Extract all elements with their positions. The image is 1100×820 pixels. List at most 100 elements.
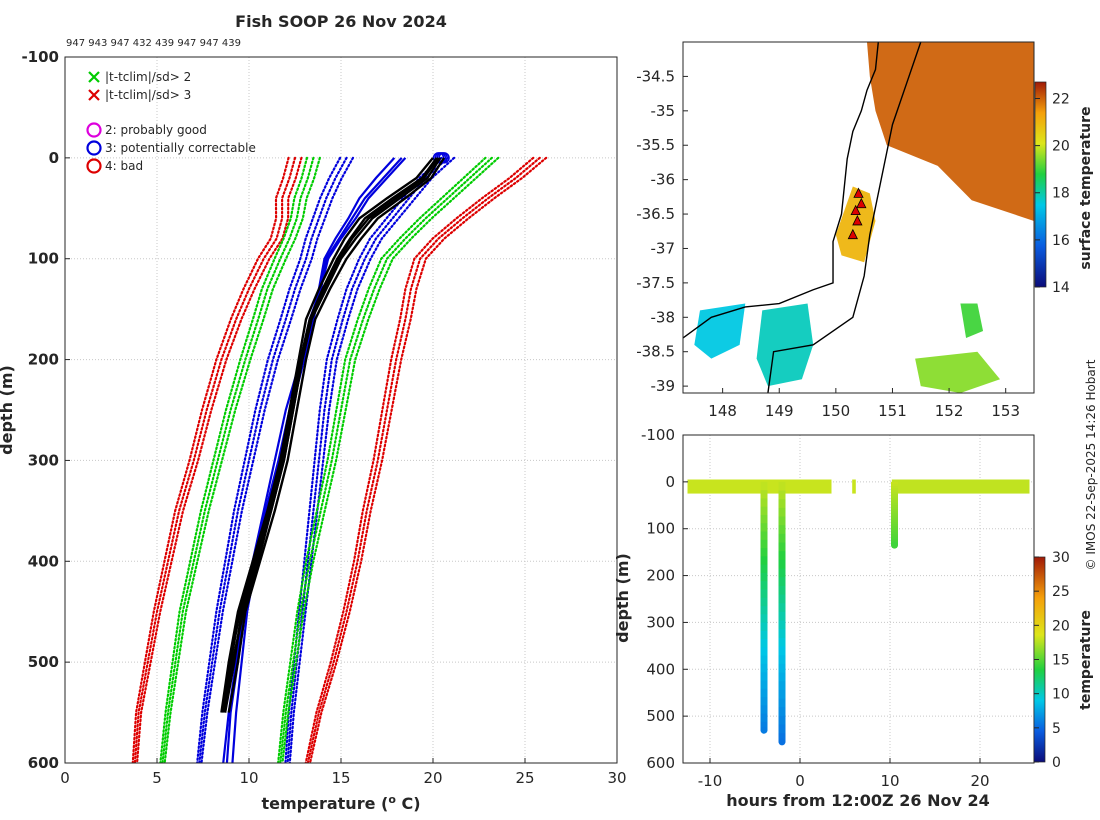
- map-x-tick-label: 149: [765, 402, 794, 420]
- sec-x-tick-label: 20: [970, 772, 989, 790]
- cast-segment: [760, 630, 768, 640]
- cast-segment: [891, 500, 898, 504]
- temp-cbar-tick-label: 0: [1052, 755, 1061, 771]
- cast-segment: [891, 490, 898, 493]
- sst-cbar-tick-label: 16: [1052, 233, 1070, 249]
- sec-x-tick-label: -10: [698, 772, 723, 790]
- climatology-line-mean+3sd: [308, 156, 548, 763]
- legend-o-marker: [86, 158, 102, 174]
- cast-segment: [778, 525, 786, 535]
- map-x-tick-label: 152: [935, 402, 964, 420]
- climatology-line-mean-1sd: [200, 156, 355, 763]
- cast-segment: [760, 705, 768, 715]
- cast-segment: [778, 707, 786, 717]
- cast-segment: [760, 539, 768, 549]
- cast-segment: [891, 526, 898, 529]
- cast-segment: [891, 532, 898, 536]
- temp-cbar-tick-label: 15: [1052, 653, 1070, 669]
- map-y-tick-label: -35.5: [636, 136, 675, 154]
- cast-segment: [778, 733, 786, 743]
- sst-patches: [694, 42, 1034, 393]
- good-profile-line: [223, 157, 440, 713]
- x-tick-label: 20: [423, 769, 442, 787]
- climatology-line-mean-1sd: [198, 156, 348, 763]
- good-profiles: [220, 157, 446, 713]
- temp-cbar-tick-label: 20: [1052, 618, 1070, 634]
- shelf-contour-line: [767, 42, 922, 393]
- x-tick-label: 30: [607, 769, 626, 787]
- climatology-line-mean-3sd: [133, 156, 297, 763]
- sec-y-tick-label: 500: [646, 707, 675, 725]
- map-y-tick-label: -37.5: [636, 274, 675, 292]
- track-marker: [853, 187, 864, 198]
- cast-segment: [891, 481, 898, 485]
- temp-cbar-tick-label: 30: [1052, 550, 1070, 566]
- sst-cbar-tick-label: 18: [1052, 186, 1070, 202]
- climatology-line-mean+2sd: [277, 156, 487, 763]
- sec-y-tick-label: -100: [641, 426, 675, 444]
- cast-segment: [760, 514, 768, 524]
- cast-segment: [891, 505, 898, 508]
- map-x-tick-label: 153: [991, 402, 1020, 420]
- cast-segment: [778, 577, 786, 587]
- cast-segment: [891, 538, 898, 542]
- map-y-tick-label: -36: [651, 171, 676, 189]
- good-profile-line: [220, 157, 434, 713]
- sec-y-tick-label: 400: [646, 660, 675, 678]
- cast-segment: [760, 498, 768, 508]
- sec-y-tick-label: 200: [646, 567, 675, 585]
- y-tick-label: 200: [28, 351, 59, 369]
- cast-segment: [760, 713, 768, 723]
- sst-colorbar: [1034, 81, 1047, 288]
- profile-panel: 0 5 10 15 20 25 30 -100 0 100 200 300 400 500 600 temp…: [0, 48, 627, 813]
- track-marker: [847, 228, 858, 240]
- cast-segment: [891, 524, 898, 527]
- map-y-tick-label: -39: [651, 377, 676, 395]
- cast-segment: [760, 639, 768, 648]
- cast-segment: [778, 681, 786, 691]
- cast-segment: [778, 499, 786, 509]
- x-tick-label: 25: [515, 769, 534, 787]
- cast-segment: [760, 672, 768, 682]
- cast-segment: [760, 721, 768, 731]
- sec-x-tick-label: 10: [880, 772, 899, 790]
- cast-segment: [891, 521, 898, 525]
- temp-cbar-tick-label: 5: [1052, 721, 1061, 737]
- cast-segment: [778, 629, 786, 639]
- sst-colorbar-label: surface temperature: [1078, 106, 1094, 269]
- sst-cbar-tick-label: 22: [1052, 91, 1070, 107]
- climatology-line-mean+3sd: [306, 156, 541, 763]
- climatology-line-mean-2sd: [161, 156, 315, 763]
- x-tick-label: 15: [331, 769, 350, 787]
- profile-ticks: 0 5 10 15 20 25 30 -100 0 100 200 300 400 500 600: [21, 48, 626, 787]
- sst-patch-tasman-south: [915, 351, 1001, 393]
- cast-segment: [891, 483, 898, 487]
- section-data: [687, 479, 1030, 746]
- chart-title: Fish SOOP 26 Nov 2024: [235, 12, 447, 31]
- cast-segment: [760, 490, 768, 499]
- sst-patch-bass-strait-central: [756, 303, 814, 387]
- cast-segment: [778, 481, 786, 492]
- cast-segment: [891, 517, 898, 521]
- cast-segment: [760, 523, 768, 533]
- surface-segment: [891, 479, 1030, 494]
- map-y-tick-label: -38: [651, 308, 676, 326]
- cast-segment: [778, 585, 786, 596]
- cast-segment: [891, 534, 898, 538]
- sst-colorbar-ticks: 14 16 18 20 22: [1035, 91, 1070, 296]
- y-tick-label: -100: [21, 48, 59, 66]
- cast-segment: [891, 536, 898, 540]
- legend-label: 2: probably good: [105, 123, 207, 137]
- cast-segment: [778, 698, 786, 708]
- profile-legend: |t-tclim|/sd> 2 |t-tclim|/sd> 3 2: probabl…: [86, 70, 256, 174]
- map-y-tick-label: -38.5: [636, 343, 675, 361]
- climatology-line-mean+1sd: [288, 156, 456, 763]
- y-tick-label: 0: [49, 149, 59, 167]
- cast-end: [778, 738, 786, 746]
- cast-segment: [778, 637, 786, 648]
- cast-segment: [760, 572, 768, 582]
- temp-cbar-tick-label: 25: [1052, 584, 1070, 600]
- y-tick-label: 400: [28, 552, 59, 570]
- cast-segment: [760, 622, 768, 632]
